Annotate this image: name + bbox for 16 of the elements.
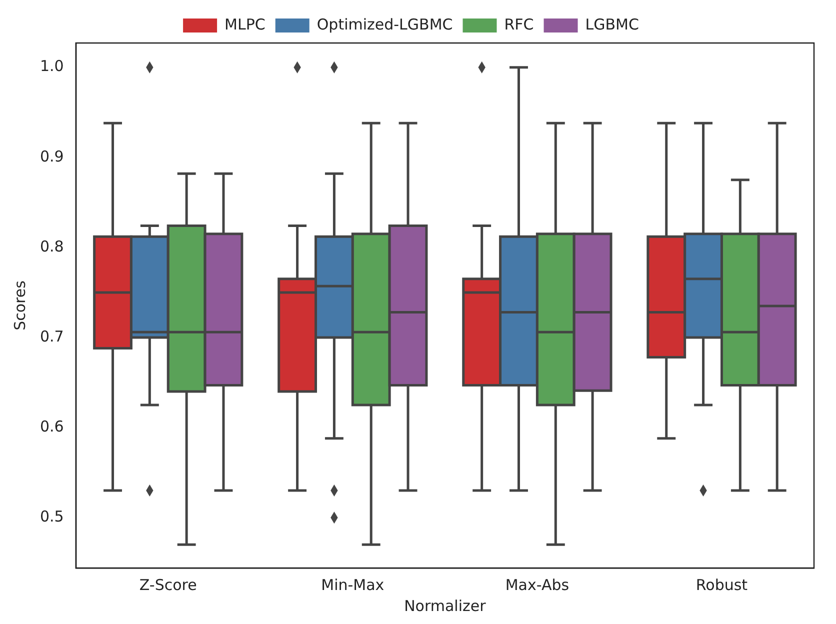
legend-label: RFC bbox=[504, 15, 534, 34]
x-tick-label: Robust bbox=[696, 576, 748, 594]
y-tick-label: 0.7 bbox=[40, 327, 64, 346]
x-tick-label: Max-Abs bbox=[505, 576, 570, 594]
y-tick-label: 0.5 bbox=[40, 507, 64, 526]
y-tick-label: 0.6 bbox=[40, 417, 64, 436]
y-tick-label: 0.8 bbox=[40, 237, 64, 256]
y-axis-title: Scores bbox=[10, 280, 29, 330]
legend-label: Optimized-LGBMC bbox=[316, 15, 453, 34]
y-tick-label: 0.9 bbox=[40, 147, 64, 166]
legend-label: LGBMC bbox=[585, 15, 639, 34]
legend-label: MLPC bbox=[224, 15, 266, 34]
x-tick-label: Min-Max bbox=[321, 576, 384, 594]
x-tick-label: Z-Score bbox=[139, 576, 197, 594]
x-axis-title: Normalizer bbox=[404, 596, 487, 615]
y-tick-label: 1.0 bbox=[40, 57, 64, 76]
